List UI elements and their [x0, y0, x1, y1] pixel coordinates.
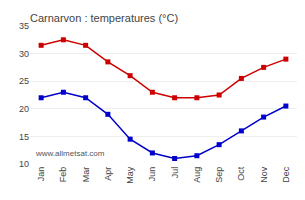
svg-text:Jul: Jul: [170, 167, 180, 179]
svg-text:10: 10: [19, 159, 29, 169]
svg-text:30: 30: [19, 49, 29, 59]
svg-text:Jan: Jan: [36, 167, 46, 182]
svg-text:20: 20: [19, 104, 29, 114]
svg-text:Mar: Mar: [81, 167, 91, 183]
svg-text:May: May: [125, 166, 135, 184]
svg-text:25: 25: [19, 76, 29, 86]
svg-text:15: 15: [19, 132, 29, 142]
svg-text:Dec: Dec: [281, 166, 291, 183]
svg-text:35: 35: [19, 21, 29, 31]
svg-text:Feb: Feb: [58, 167, 68, 183]
svg-text:Aug: Aug: [192, 167, 202, 183]
svg-text:www.allmetsat.com: www.allmetsat.com: [35, 149, 105, 158]
svg-text:Jun: Jun: [147, 167, 157, 182]
svg-text:Carnarvon : temperatures (°C): Carnarvon : temperatures (°C): [30, 12, 178, 24]
svg-text:Nov: Nov: [259, 166, 269, 183]
svg-text:Oct: Oct: [236, 166, 246, 181]
svg-text:Sep: Sep: [214, 167, 224, 183]
svg-text:Apr: Apr: [103, 167, 113, 181]
